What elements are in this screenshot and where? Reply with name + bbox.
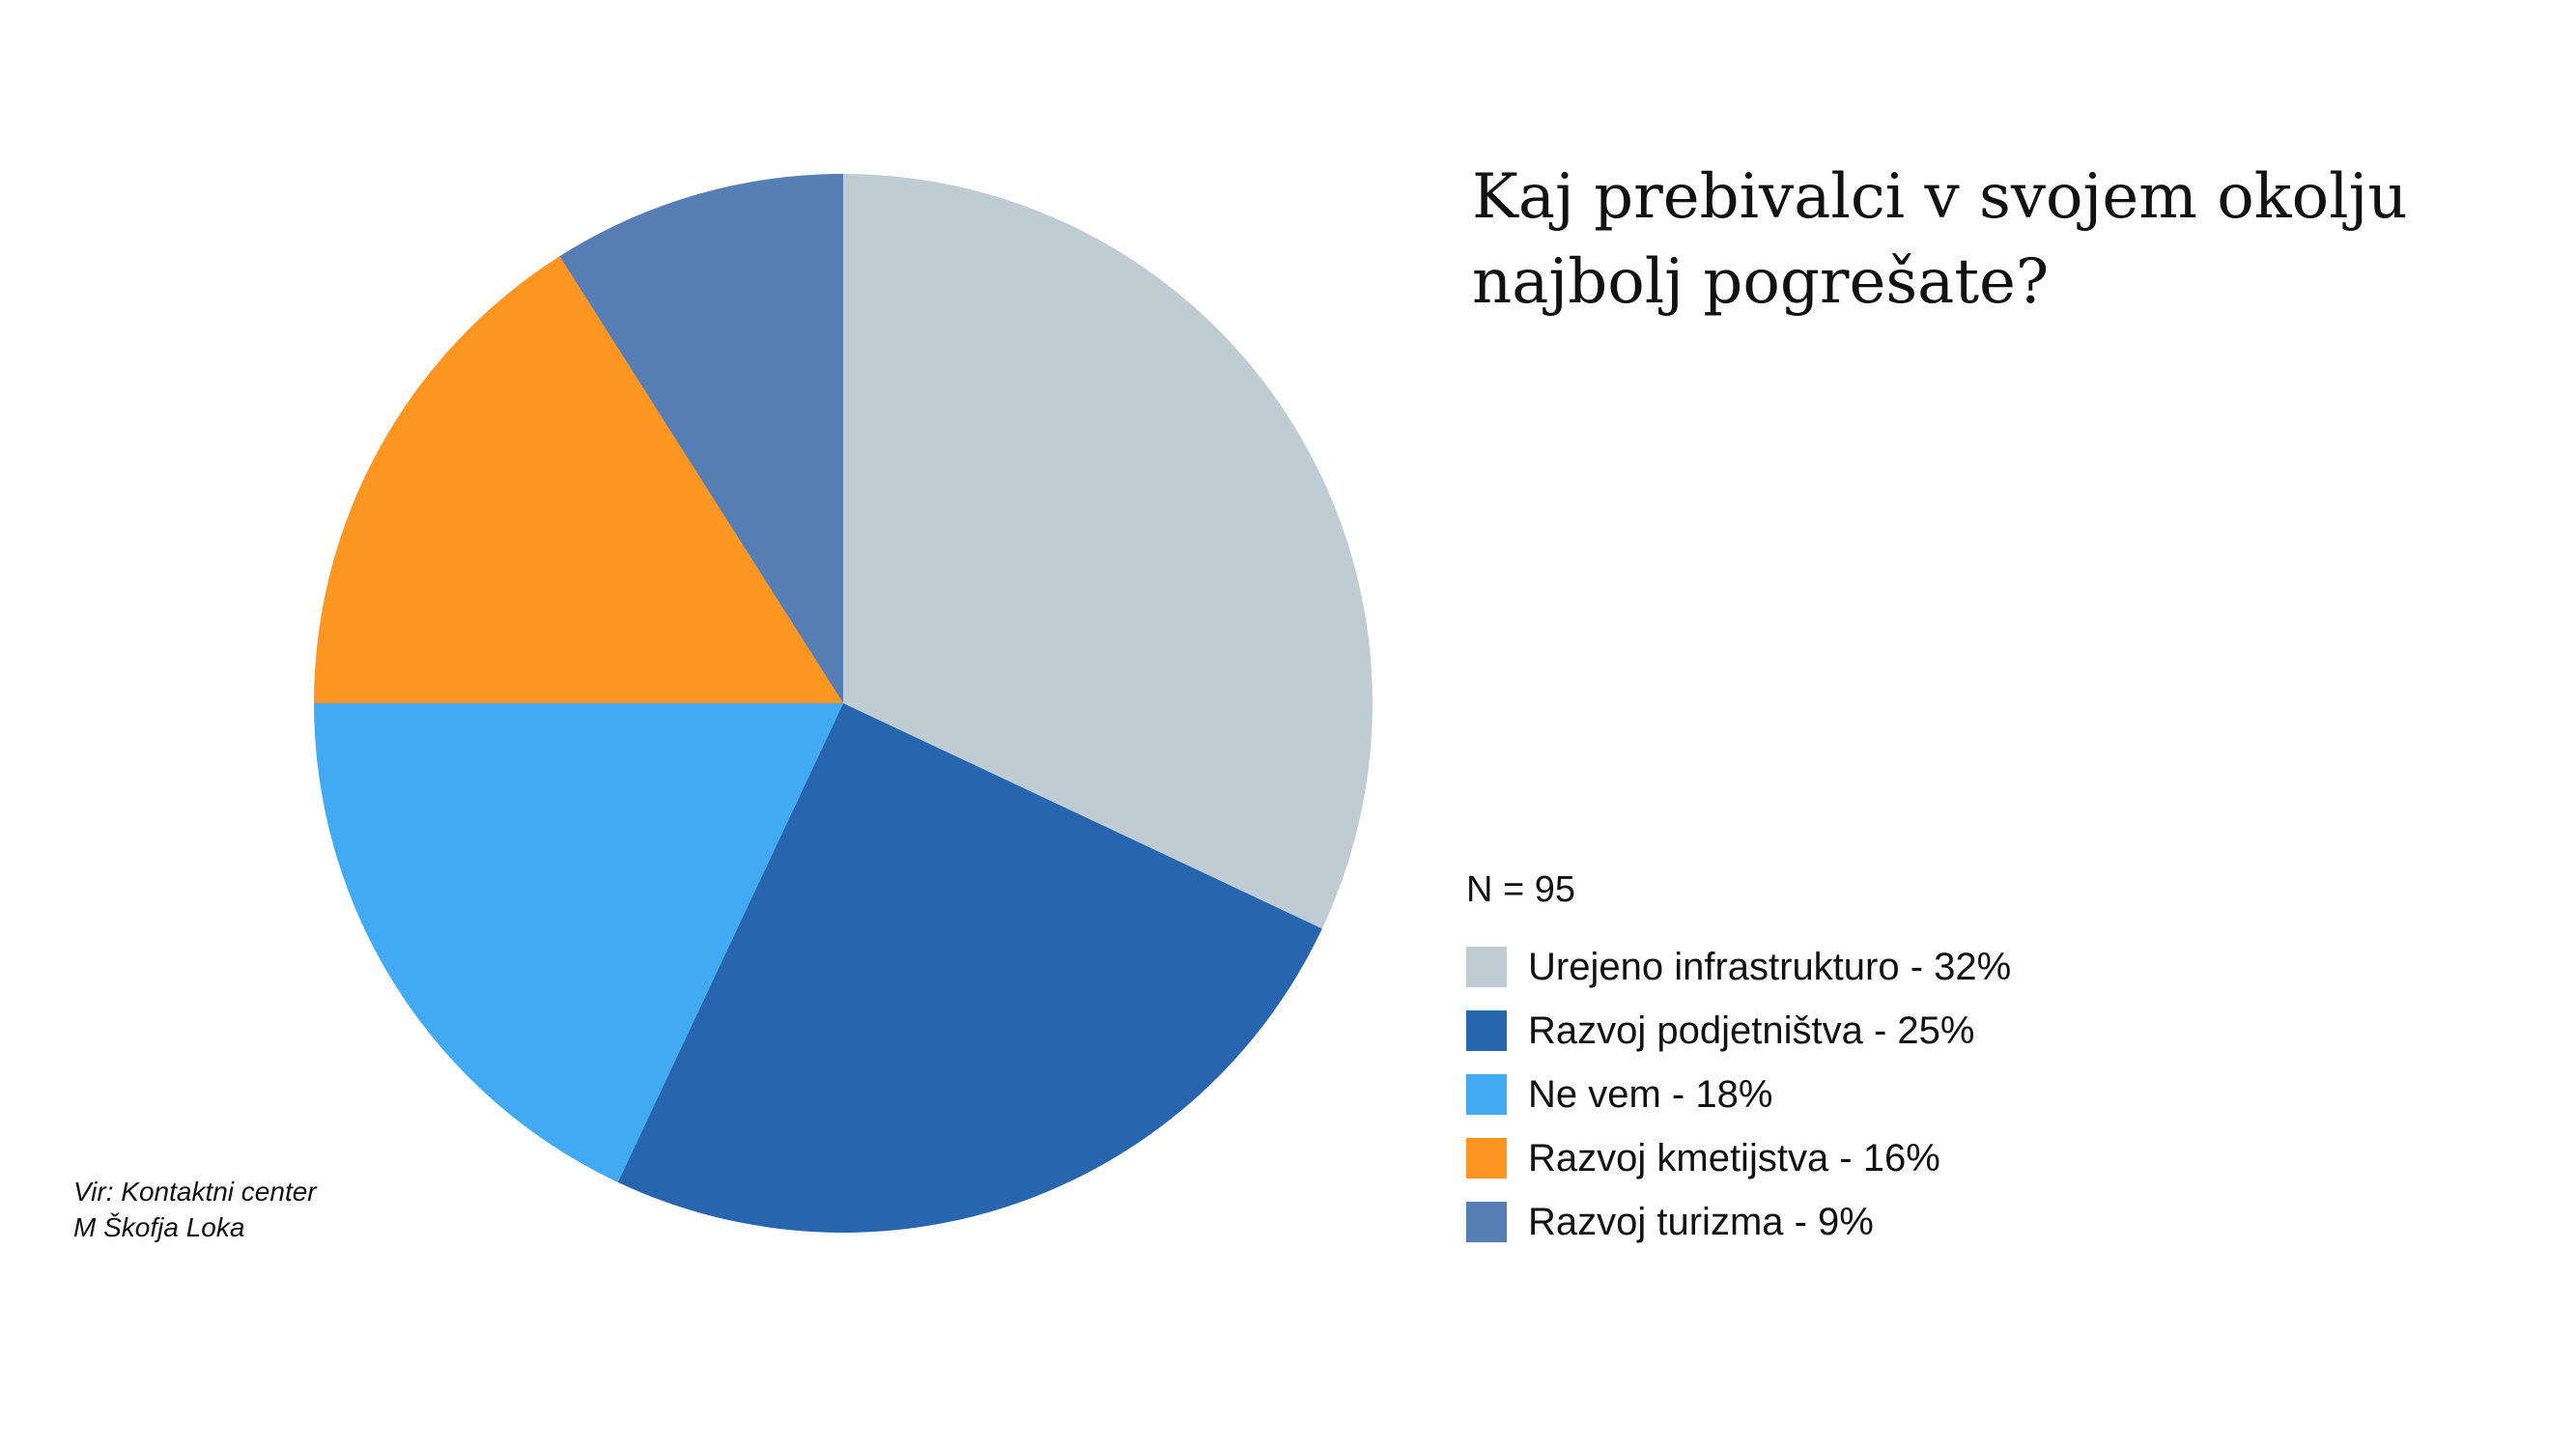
legend-swatch <box>1466 1138 1507 1179</box>
legend-swatch <box>1466 1010 1507 1051</box>
legend-swatch <box>1466 947 1507 987</box>
legend-item-1: Urejeno infrastrukturo - 32% <box>1466 935 2011 999</box>
chart-title-line-1: Kaj prebivalci v svojem okolju <box>1472 161 2408 233</box>
chart-legend: Urejeno infrastrukturo - 32% Razvoj podje… <box>1466 935 2011 1254</box>
legend-label: Razvoj kmetijstva - 16% <box>1528 1136 1940 1179</box>
source-note-line-2: M Škofja Loka <box>73 1212 245 1242</box>
legend-item-4: Razvoj kmetijstva - 16% <box>1466 1126 2011 1190</box>
legend-swatch <box>1466 1202 1507 1242</box>
legend-item-3: Ne vem - 18% <box>1466 1063 2011 1126</box>
pie-chart <box>314 174 1373 1233</box>
legend-label: Razvoj podjetništva - 25% <box>1528 1009 1975 1052</box>
pie-slice-3 <box>314 703 843 1182</box>
pie-slice-1 <box>843 174 1373 929</box>
pie-slice-2 <box>617 703 1322 1233</box>
chart-title: Kaj prebivalci v svojem okolju najbolj p… <box>1472 155 2534 325</box>
legend-swatch <box>1466 1074 1507 1115</box>
pie-slice-4 <box>314 256 843 703</box>
legend-label: Razvoj turizma - 9% <box>1528 1200 1874 1243</box>
source-note-line-1: Vir: Kontaktni center <box>73 1177 317 1207</box>
legend-label: Ne vem - 18% <box>1528 1072 1773 1116</box>
chart-title-line-2: najbolj pogrešate? <box>1472 246 2050 318</box>
legend-item-2: Razvoj podjetništva - 25% <box>1466 999 2011 1063</box>
source-note: Vir: Kontaktni center M Škofja Loka <box>73 1174 317 1245</box>
legend-item-5: Razvoj turizma - 9% <box>1466 1190 2011 1254</box>
pie-slice-5 <box>559 174 843 703</box>
legend-label: Urejeno infrastrukturo - 32% <box>1528 945 2012 988</box>
sample-size-label: N = 95 <box>1466 869 1576 910</box>
